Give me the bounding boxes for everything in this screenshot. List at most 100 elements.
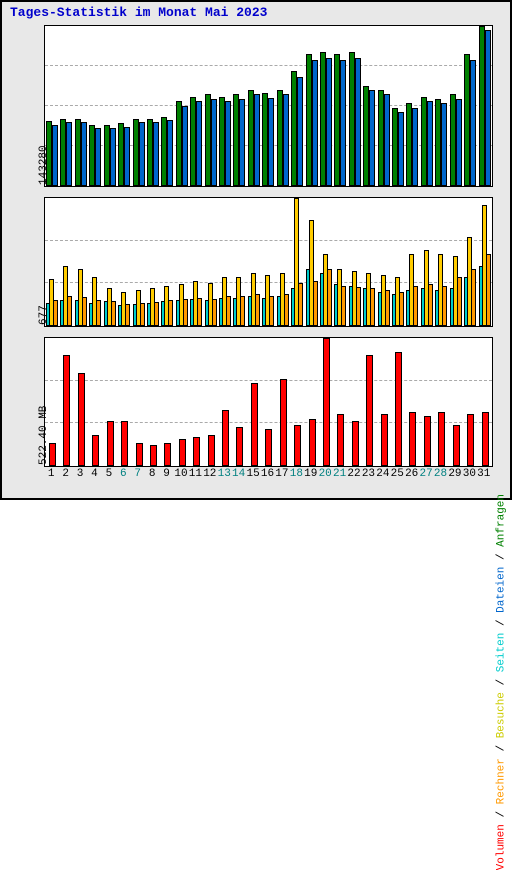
bar-rechner [111,301,116,326]
bar-rechner [385,290,390,326]
bar-dateien [412,108,418,186]
bar-dateien [81,122,87,186]
xtick-day: 14 [232,468,245,480]
bar-volumen [280,379,287,466]
chart-title: Tages-Statistik im Monat Mai 2023 [10,5,267,20]
bar-dateien [456,99,462,186]
legend-item: Besuche [495,692,507,738]
xtick-day: 5 [106,468,113,480]
bar-volumen [136,443,143,466]
bar-dateien [340,60,346,186]
ytick-bot: 522.40 MB [38,406,50,465]
legend-item: Rechner [495,758,507,804]
bar-dateien [297,77,303,186]
bar-volumen [121,421,128,466]
bar-rechner [413,286,418,326]
bar-dateien [355,58,361,186]
xtick-day: 16 [261,468,274,480]
bar-dateien [124,127,130,186]
bar-dateien [196,101,202,186]
legend-item: Anfragen [495,494,507,547]
panel-top-requests [44,25,493,187]
bar-dateien [110,128,116,186]
bar-dateien [211,99,217,186]
xtick-day: 4 [91,468,98,480]
bar-dateien [470,60,476,186]
bar-volumen [92,435,99,466]
bar-volumen [309,419,316,466]
bar-volumen [107,421,114,466]
xtick-day: 15 [246,468,259,480]
xtick-day: 31 [477,468,490,480]
bar-rechner [284,294,289,326]
panel-bot-volume [44,337,493,467]
stats-frame: Tages-Statistik im Monat Mai 2023 143280… [0,0,512,500]
bar-rechner [183,299,188,326]
bar-volumen [453,425,460,466]
bar-volumen [482,412,489,466]
bar-rechner [269,296,274,326]
bar-dateien [66,122,72,186]
xtick-day: 18 [290,468,303,480]
xtick-day: 7 [134,468,141,480]
xtick-day: 9 [163,468,170,480]
bar-dateien [441,103,447,186]
xtick-day: 17 [275,468,288,480]
bar-dateien [326,58,332,186]
bar-rechner [341,286,346,326]
bar-rechner [313,281,318,326]
bar-rechner [399,292,404,326]
bar-rechner [370,288,375,326]
xtick-day: 25 [391,468,404,480]
bar-volumen [164,443,171,466]
bar-dateien [398,112,404,186]
bar-rechner [168,300,173,326]
xtick-day: 28 [434,468,447,480]
bar-volumen [395,352,402,466]
xtick-day: 29 [448,468,461,480]
bar-volumen [294,425,301,466]
bar-dateien [283,94,289,186]
legend-item: Dateien [495,567,507,613]
bar-volumen [337,414,344,466]
legend-item: Seiten [495,633,507,673]
bar-rechner [457,277,462,326]
xtick-day: 30 [463,468,476,480]
bar-volumen [236,427,243,466]
bar-rechner [212,299,217,326]
bar-volumen [251,383,258,466]
xtick-day: 27 [420,468,433,480]
bar-rechner [471,269,476,326]
bar-rechner [226,296,231,326]
xtick-day: 26 [405,468,418,480]
xtick-day: 3 [77,468,84,480]
bar-dateien [427,101,433,186]
bar-rechner [140,303,145,326]
bar-volumen [352,421,359,466]
bar-rechner [82,297,87,326]
bar-dateien [312,60,318,186]
bar-volumen [49,443,56,466]
bar-dateien [95,128,101,186]
bar-dateien [225,101,231,186]
bar-rechner [442,286,447,326]
bar-volumen [438,412,445,466]
panel-mid-visits [44,197,493,327]
bar-dateien [485,30,491,186]
bar-rechner [298,283,303,326]
xtick-day: 2 [62,468,69,480]
xtick-day: 21 [333,468,346,480]
bar-volumen [381,414,388,466]
bar-dateien [153,122,159,186]
xtick-day: 19 [304,468,317,480]
bar-dateien [254,94,260,186]
bar-volumen [150,445,157,466]
bar-volumen [222,410,229,466]
legend: Volumen / Rechner / Besuche / Seiten / D… [495,494,507,870]
bar-dateien [52,125,58,186]
bar-volumen [323,338,330,466]
xtick-day: 8 [149,468,156,480]
bar-rechner [125,304,130,326]
xtick-day: 12 [203,468,216,480]
bar-volumen [63,355,70,466]
